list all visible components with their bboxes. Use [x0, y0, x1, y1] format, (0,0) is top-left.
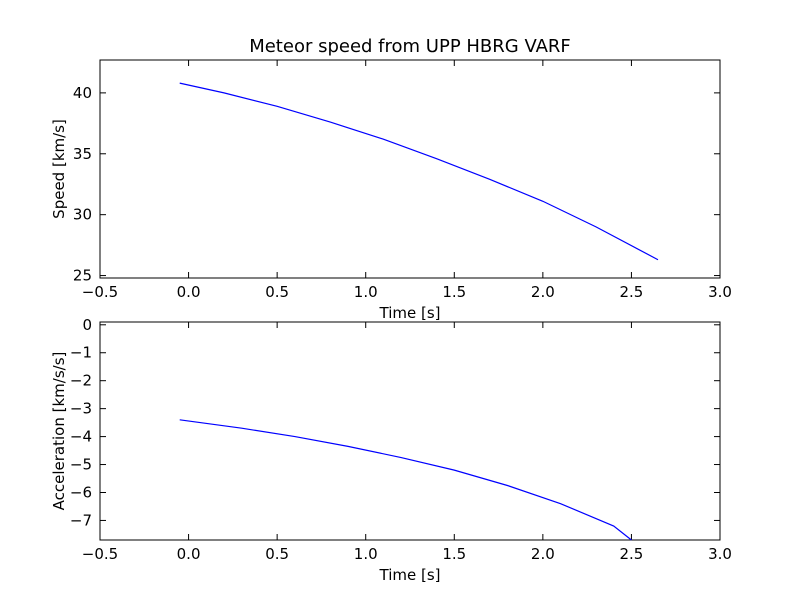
series-line — [179, 419, 632, 541]
x-tick-label: 0.5 — [265, 545, 289, 563]
x-tick-label: 1.0 — [354, 545, 378, 563]
x-tick-label: 2.0 — [531, 283, 555, 301]
speed-axes-frame — [99, 59, 721, 279]
acceleration-series — [179, 419, 632, 541]
acceleration-axes-frame — [99, 321, 721, 541]
chart-title: Meteor speed from UPP HBRG VARF — [249, 36, 571, 57]
y-tick-label: −6 — [70, 483, 92, 501]
series-line — [179, 82, 659, 261]
acceleration-ticks: −0.5 0.0 0.5 1.0 1.5 2.0 2.5 3.0 0 −1 −2 −3 −4 −5 −6 −7 — [70, 316, 732, 563]
y-tick-label: 30 — [73, 206, 92, 224]
y-tick-label: 0 — [82, 316, 92, 334]
speed-y-axis-label: Speed [km/s] — [50, 119, 68, 219]
x-tick-label: 1.0 — [354, 283, 378, 301]
acceleration-subplot: −0.5 0.0 0.5 1.0 1.5 2.0 2.5 3.0 0 −1 −2 −3 −4 −5 −6 −7… — [50, 316, 732, 584]
x-tick-label: 2.5 — [619, 283, 643, 301]
y-tick-label: 25 — [73, 267, 92, 285]
x-tick-label: 0.5 — [265, 283, 289, 301]
speed-ticks: −0.5 0.0 0.5 1.0 1.5 2.0 2.5 3.0 25 30 35 40 — [73, 60, 732, 301]
x-tick-label: 2.0 — [531, 545, 555, 563]
speed-series — [179, 82, 659, 261]
y-tick-label: −3 — [70, 400, 92, 418]
speed-x-axis-label: Time [s] — [379, 304, 441, 322]
x-tick-label: 3.0 — [708, 545, 732, 563]
y-tick-label: −5 — [70, 456, 92, 474]
y-tick-label: −7 — [70, 511, 92, 529]
x-tick-label: −0.5 — [82, 545, 118, 563]
x-tick-label: 0.0 — [177, 545, 201, 563]
y-tick-label: −1 — [70, 344, 92, 362]
acceleration-x-axis-label: Time [s] — [379, 566, 441, 584]
y-tick-label: 35 — [73, 145, 92, 163]
acceleration-y-axis-label: Acceleration [km/s/s] — [50, 352, 68, 511]
x-tick-label: 1.5 — [442, 283, 466, 301]
x-tick-label: 3.0 — [708, 283, 732, 301]
y-tick-label: 40 — [73, 84, 92, 102]
x-tick-label: −0.5 — [82, 283, 118, 301]
speed-subplot: Meteor speed from UPP HBRG VARF −0.5 0.0 0… — [50, 36, 732, 322]
y-tick-label: −4 — [70, 428, 92, 446]
y-tick-label: −2 — [70, 372, 92, 390]
x-tick-label: 1.5 — [442, 545, 466, 563]
x-tick-label: 0.0 — [177, 283, 201, 301]
x-tick-label: 2.5 — [619, 545, 643, 563]
